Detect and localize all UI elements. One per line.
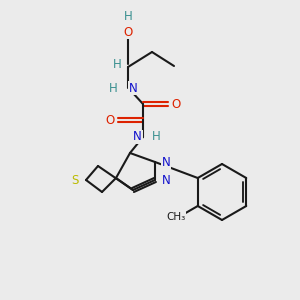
Text: N: N	[129, 82, 138, 94]
Text: O: O	[105, 113, 115, 127]
Text: O: O	[123, 26, 133, 38]
Text: H: H	[109, 82, 118, 94]
Text: O: O	[171, 98, 181, 110]
Text: H: H	[152, 130, 161, 143]
Text: CH₃: CH₃	[167, 212, 186, 222]
Text: N: N	[162, 155, 171, 169]
Text: H: H	[124, 11, 132, 23]
Text: N: N	[162, 173, 171, 187]
Text: N: N	[133, 130, 142, 143]
Text: H: H	[112, 58, 122, 70]
Text: S: S	[72, 173, 79, 187]
